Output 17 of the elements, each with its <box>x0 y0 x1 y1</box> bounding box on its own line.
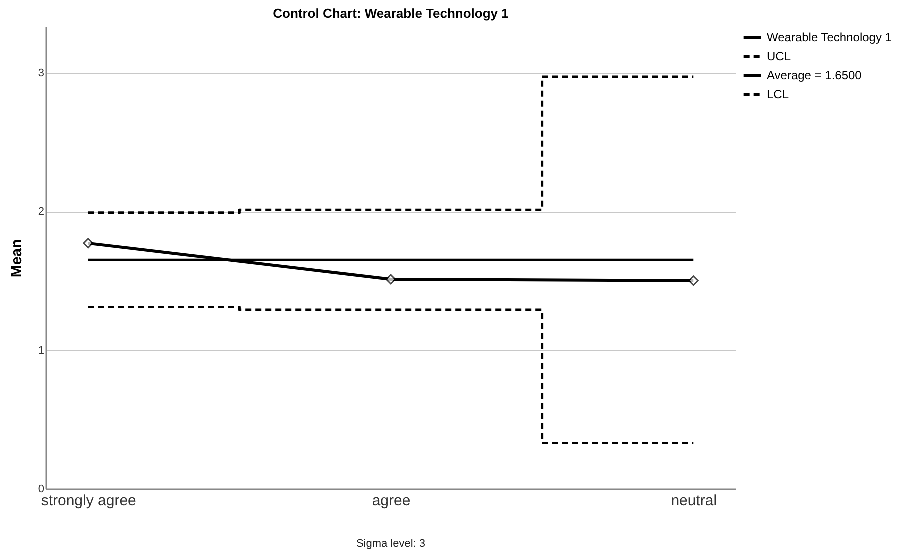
legend-label: Average = 1.6500 <box>767 68 862 82</box>
legend-label: UCL <box>767 50 792 64</box>
y-tick-label: 0 <box>38 484 44 496</box>
y-tick-label: 2 <box>38 206 44 218</box>
x-tick-label: strongly agree <box>41 492 136 510</box>
legend-label: Wearable Technology 1 <box>767 30 892 44</box>
y-tick-label: 1 <box>38 344 44 357</box>
x-tick-label: agree <box>372 492 411 510</box>
legend-label: LCL <box>767 88 790 102</box>
point <box>386 274 396 285</box>
y-axis-title: Mean <box>8 239 26 278</box>
y-tick-label: 3 <box>38 67 44 80</box>
text: Sigma level: 3 <box>356 538 426 550</box>
chart-title: Control Chart: Wearable Technology 1 <box>273 6 509 21</box>
point <box>83 238 94 249</box>
x-tick-label: neutral <box>671 492 718 510</box>
point <box>688 276 699 286</box>
